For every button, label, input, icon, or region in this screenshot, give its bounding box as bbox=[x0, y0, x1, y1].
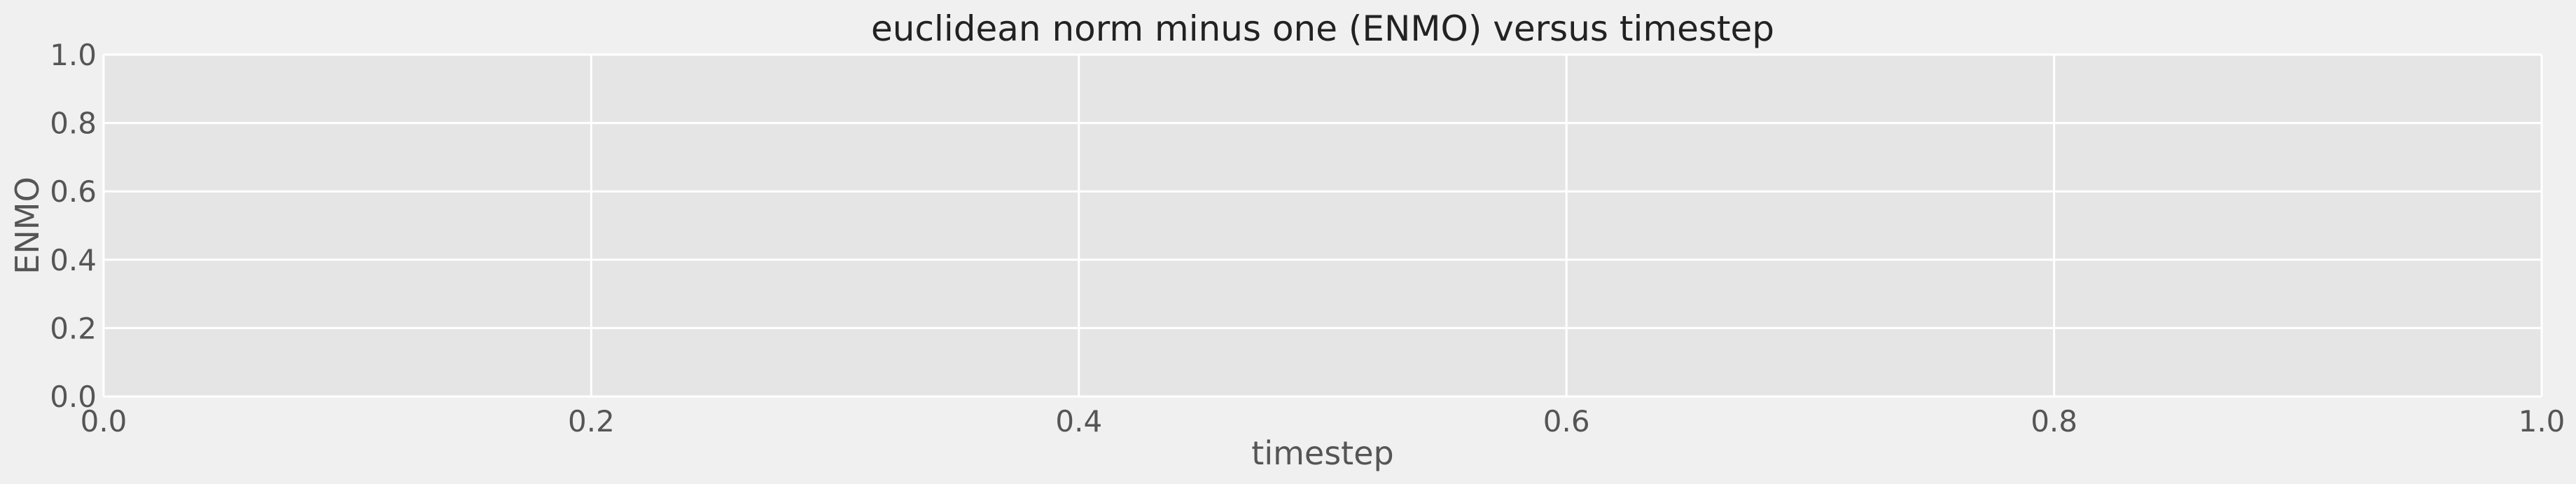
y-gridlines bbox=[104, 53, 2542, 398]
x-tick-labels: 0.0 0.2 0.4 0.6 0.8 1.0 bbox=[81, 404, 2565, 438]
x-axis-label: timestep bbox=[1251, 434, 1393, 472]
x-tick-label: 0.4 bbox=[1055, 404, 1102, 438]
x-tick-label: 0.6 bbox=[1543, 404, 1590, 438]
plot-area bbox=[104, 55, 2542, 396]
x-tick-label: 0.8 bbox=[2031, 404, 2077, 438]
y-axis-label: ENMO bbox=[8, 177, 46, 274]
y-tick-label: 0.4 bbox=[50, 243, 97, 277]
y-tick-label: 0.6 bbox=[50, 174, 97, 209]
y-tick-label: 0.8 bbox=[50, 106, 97, 141]
y-tick-label: 1.0 bbox=[50, 38, 97, 72]
chart-title: euclidean norm minus one (ENMO) versus t… bbox=[871, 8, 1774, 49]
x-tick-label: 1.0 bbox=[2519, 404, 2565, 438]
y-tick-label: 0.0 bbox=[50, 380, 97, 414]
y-tick-labels: 0.0 0.2 0.4 0.6 0.8 1.0 bbox=[50, 38, 97, 414]
x-gridlines bbox=[102, 55, 2543, 396]
x-tick-label: 0.0 bbox=[81, 404, 127, 438]
x-tick-label: 0.2 bbox=[568, 404, 615, 438]
y-tick-label: 0.2 bbox=[50, 311, 97, 345]
